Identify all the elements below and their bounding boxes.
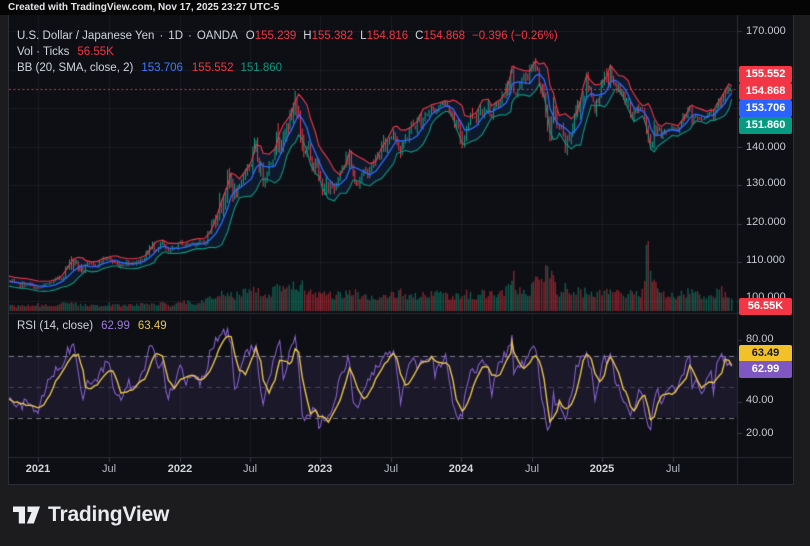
attribution-text: Created with TradingView.com, Nov 17, 20… — [8, 2, 280, 13]
rsi-badge: 62.99 — [739, 361, 792, 378]
tradingview-logo-icon — [13, 506, 40, 524]
bb-basis-value: 153.706 — [141, 62, 183, 74]
axis-tick-label: 40.00 — [746, 394, 774, 406]
volume-legend[interactable]: Vol · Ticks 56.55K — [17, 44, 558, 60]
axis-tick-label: 120.000 — [746, 216, 786, 228]
time-tick-label: Jul — [383, 463, 399, 475]
bb-label: BB (20, SMA, close, 2) — [17, 62, 134, 74]
interval-label: 1D — [168, 30, 183, 42]
change-value: −0.396 (−0.26%) — [472, 30, 558, 42]
tradingview-logo-text: TradingView — [48, 503, 170, 526]
time-tick-label: 2023 — [307, 463, 333, 475]
bb-upper-badge: 155.552 — [739, 66, 792, 83]
time-tick-label: 2021 — [25, 463, 51, 475]
high-value: 155.382 — [311, 30, 354, 42]
rsi-ma-badge: 63.49 — [739, 345, 792, 362]
time-tick-label: Jul — [242, 463, 258, 475]
bb-lower-value: 151.860 — [240, 62, 283, 74]
time-tick-label: 2024 — [448, 463, 474, 475]
volume-value: 56.55K — [77, 46, 114, 58]
bb-lower-badge: 151.860 — [739, 117, 792, 134]
rsi-legend[interactable]: RSI (14, close) 62.99 63.49 — [17, 318, 167, 334]
time-tick-label: Jul — [665, 463, 681, 475]
volume-label: Vol · Ticks — [17, 46, 70, 58]
close-value: 154.868 — [423, 30, 466, 42]
time-tick-label: Jul — [524, 463, 540, 475]
bb-basis-badge: 153.706 — [739, 100, 792, 117]
close-label: C — [415, 30, 424, 42]
main-legend: U.S. Dollar / Japanese Yen · 1D · OANDA O155.… — [17, 28, 558, 76]
low-label: L — [360, 30, 367, 42]
axis-tick-label: 130.000 — [746, 177, 786, 189]
exchange-label: OANDA — [196, 30, 238, 42]
time-tick-label: 2022 — [167, 463, 193, 475]
volume-badge: 56.55K — [739, 298, 792, 315]
time-axis[interactable]: 2021 Jul 2022 Jul 2023 Jul 2024 Jul 2025 Jul — [9, 458, 737, 484]
axis-tick-label: 140.000 — [746, 141, 786, 153]
axis-tick-label: 170.000 — [746, 25, 786, 37]
bb-upper-value: 155.552 — [191, 62, 234, 74]
open-value: 155.239 — [254, 30, 297, 42]
axis-tick-label: 80.00 — [746, 333, 774, 345]
high-label: H — [303, 30, 312, 42]
price-axis[interactable]: 170.000 140.000 130.000 120.000 110.000 100.0… — [738, 15, 794, 484]
time-tick-label: 2025 — [589, 463, 615, 475]
bb-legend[interactable]: BB (20, SMA, close, 2) 153.706 155.552 151.… — [17, 60, 558, 76]
axis-tick-label: 20.00 — [746, 427, 774, 439]
symbol-legend[interactable]: U.S. Dollar / Japanese Yen · 1D · OANDA O155.… — [17, 28, 558, 44]
rsi-value: 62.99 — [101, 320, 130, 332]
attribution-bar: Created with TradingView.com, Nov 17, 20… — [0, 0, 810, 15]
legend-separator: · — [188, 30, 192, 42]
tradingview-logo[interactable]: TradingView — [13, 503, 169, 527]
time-tick-label: Jul — [101, 463, 117, 475]
rsi-label: RSI (14, close) — [17, 320, 94, 332]
open-label: O — [245, 30, 255, 42]
rsi-ma-value: 63.49 — [137, 320, 167, 332]
symbol-title: U.S. Dollar / Japanese Yen — [17, 30, 155, 42]
last-price-badge: 154.868 — [739, 83, 792, 100]
low-value: 154.816 — [366, 30, 409, 42]
legend-separator: · — [159, 30, 164, 42]
axis-tick-label: 110.000 — [746, 254, 785, 266]
